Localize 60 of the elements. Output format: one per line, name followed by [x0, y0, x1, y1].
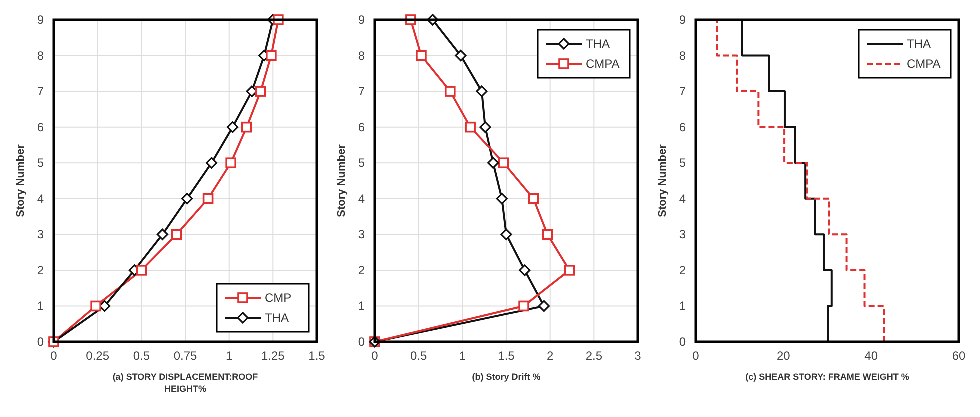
y-tick-label: 5: [358, 156, 366, 170]
x-axis-title: (b) Story Drift %: [472, 372, 541, 382]
y-tick-label: 2: [358, 263, 366, 278]
y-tick-label: 0: [37, 335, 44, 349]
x-tick-label: 0: [50, 349, 58, 363]
x-tick-label: 0: [372, 349, 379, 363]
y-tick-label: 8: [37, 48, 44, 63]
x-axis-title: (c) SHEAR STORY: FRAME WEIGHT %: [746, 372, 910, 382]
legend-label: THA: [265, 311, 289, 325]
y-tick-label: 0: [358, 335, 366, 349]
y-tick-label: 2: [37, 263, 44, 278]
y-tick-label: 7: [37, 84, 44, 99]
x-tick-label: 1.5: [498, 349, 516, 363]
y-tick-label: 5: [37, 156, 44, 170]
x-tick-label: 1: [226, 349, 233, 363]
x-tick-label: 40: [864, 349, 878, 363]
x-tick-label: 2: [546, 349, 554, 363]
y-tick-label: 7: [679, 84, 686, 99]
y-tick-label: 1: [37, 299, 44, 314]
legend-label: CMPA: [586, 57, 620, 71]
y-tick-label: 0: [679, 335, 686, 349]
y-tick-label: 4: [358, 192, 366, 206]
x-tick-label: 3: [634, 349, 642, 363]
y-tick-label: 1: [679, 299, 686, 314]
y-tick-label: 9: [358, 13, 366, 27]
y-tick-label: 8: [358, 48, 366, 63]
x-axis-title: (a) STORY DISPLACEMENT:ROOF HEIGHT%: [112, 372, 259, 394]
x-tick-label: 0.25: [86, 349, 110, 363]
y-tick-label: 6: [679, 120, 686, 134]
y-tick-label: 3: [679, 228, 686, 242]
x-tick-label: 60: [952, 349, 966, 363]
y-tick-label: 6: [37, 120, 44, 134]
y-tick-label: 4: [679, 192, 686, 206]
x-tick-label: 0.5: [133, 349, 150, 363]
y-tick-label: 9: [37, 13, 44, 27]
y-tick-label: 4: [37, 192, 44, 206]
legend-label: THA: [907, 37, 931, 51]
legend-label: CMPA: [907, 57, 941, 71]
x-tick-label: 1: [459, 349, 466, 363]
y-tick-label: 2: [679, 263, 686, 278]
y-tick-label: 9: [679, 13, 686, 27]
y-tick-label: 3: [37, 228, 44, 242]
x-tick-label: 20: [776, 349, 791, 363]
y-tick-label: 6: [358, 120, 366, 134]
y-axis-title: Story Number: [657, 144, 669, 218]
y-tick-label: 1: [358, 299, 366, 314]
y-axis-title: Story Number: [336, 144, 348, 218]
y-tick-label: 7: [358, 84, 366, 99]
legend-label: CMP: [265, 291, 292, 305]
x-tick-label: 1.25: [261, 349, 286, 363]
y-tick-label: 5: [679, 156, 686, 170]
x-tick-label: 2.5: [586, 349, 603, 363]
y-tick-label: 3: [358, 228, 366, 242]
x-tick-label: 0.5: [410, 349, 428, 363]
legend-label: THA: [586, 37, 610, 51]
y-tick-label: 8: [679, 48, 686, 63]
x-tick-label: 1.5: [308, 349, 326, 363]
x-tick-label: 0: [692, 349, 700, 363]
y-axis-title: Story Number: [15, 144, 27, 218]
x-tick-label: 0.75: [174, 349, 198, 363]
